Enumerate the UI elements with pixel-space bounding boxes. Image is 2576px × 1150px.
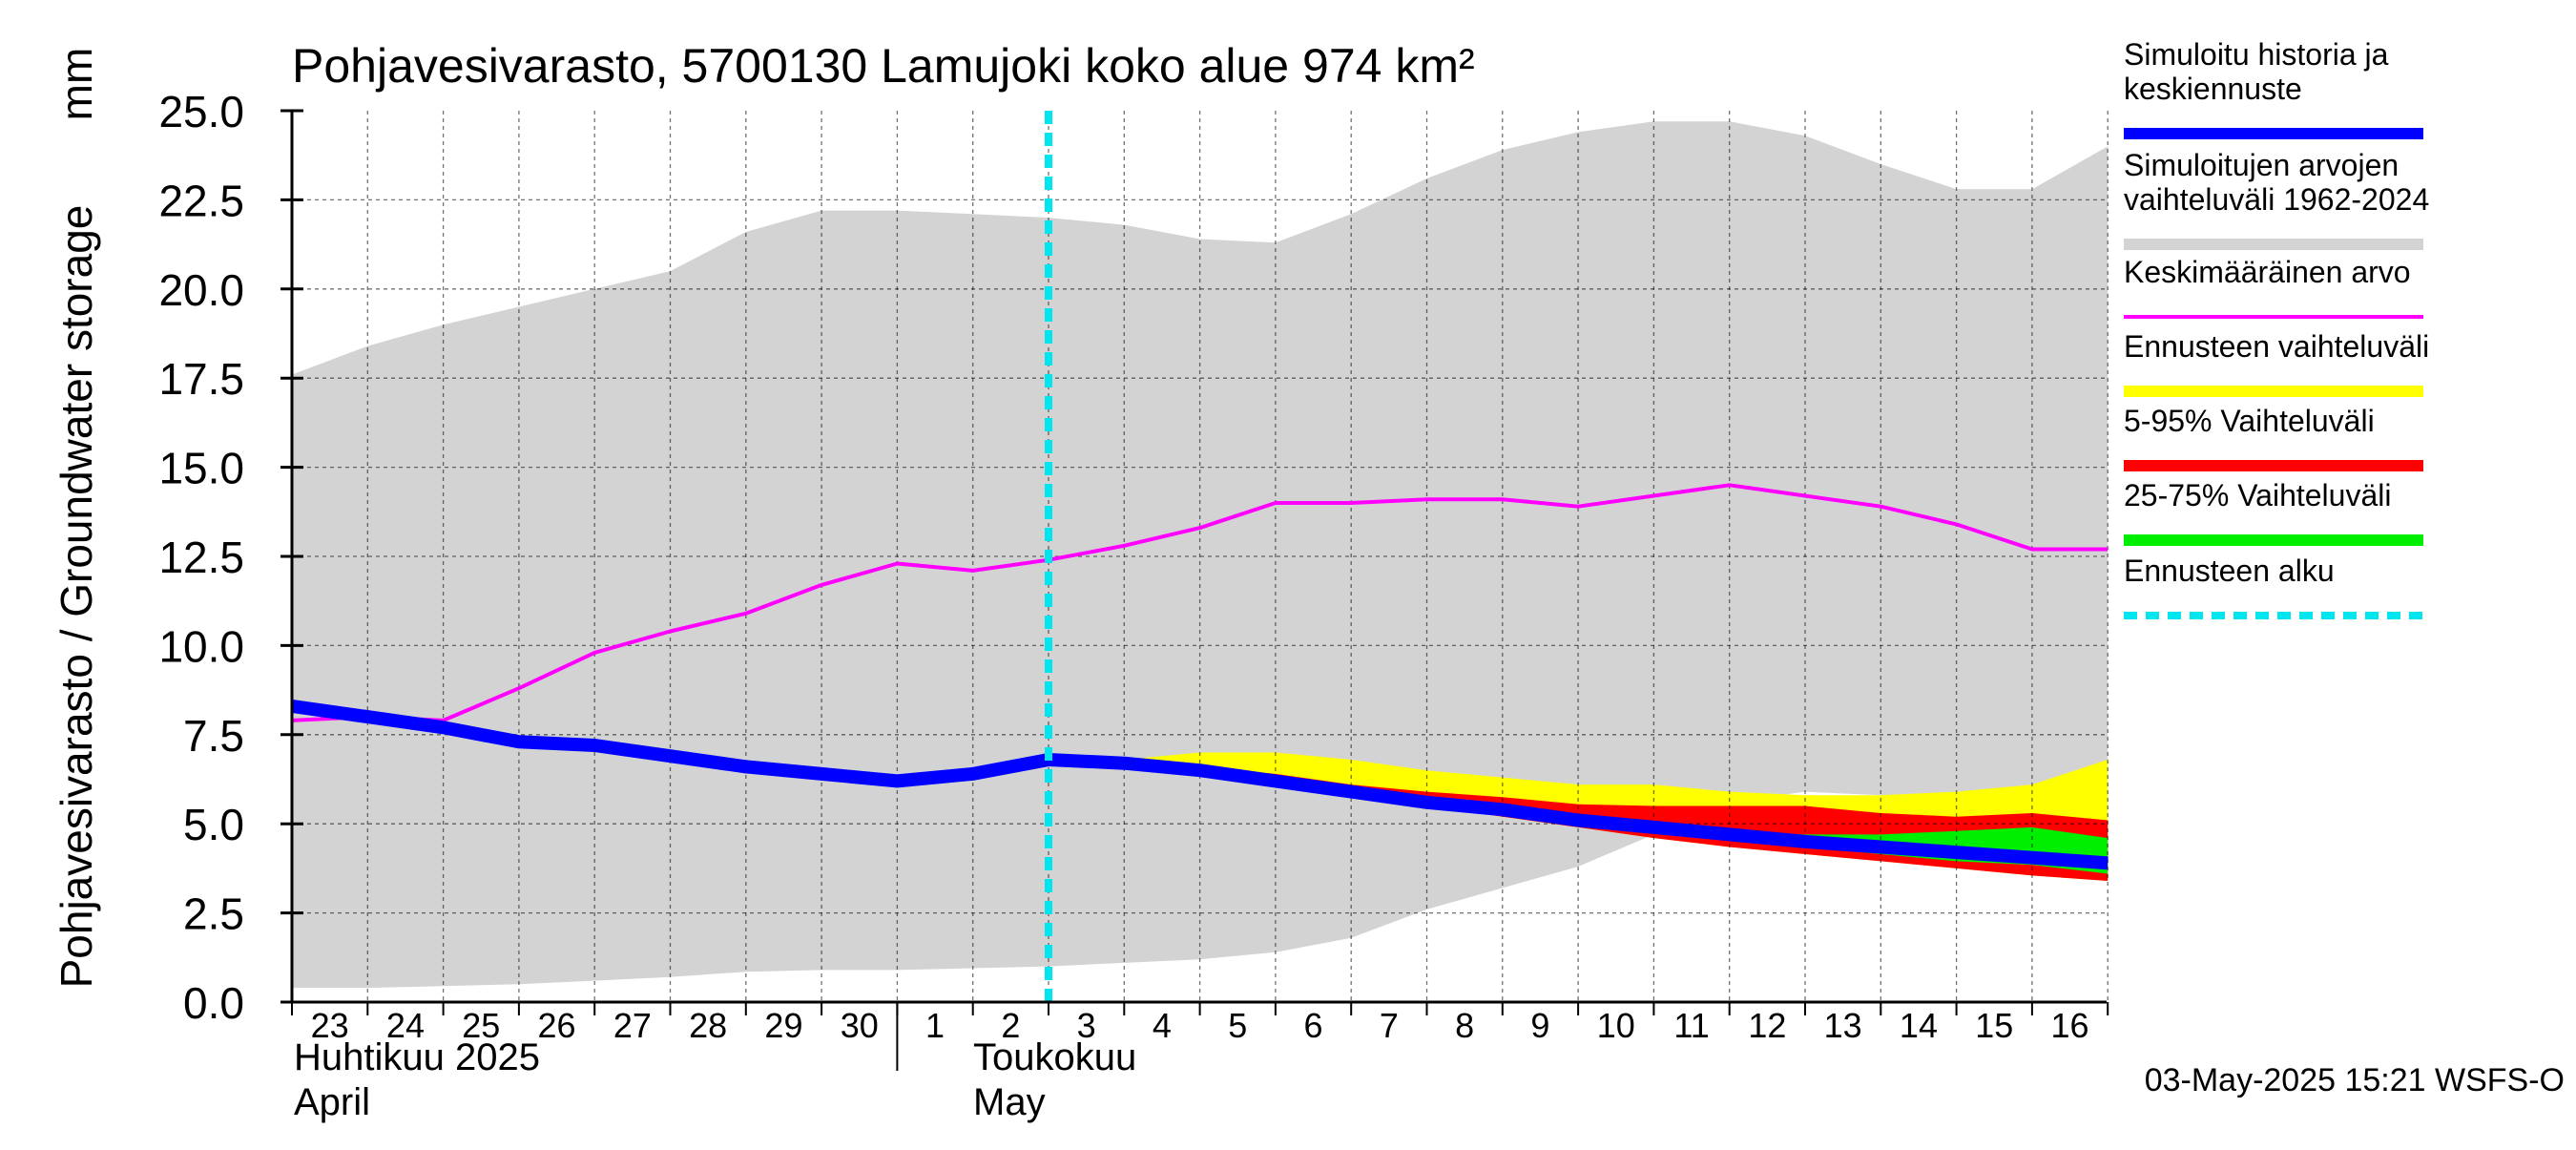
x-tick-label-18: 11 [1673,1006,1709,1045]
legend-label-3-0: Ennusteen vaihteluväli [2124,329,2429,364]
x-tick-label-6: 29 [764,1006,802,1045]
chart-title: Pohjavesivarasto, 5700130 Lamujoki koko … [292,39,1475,93]
footer-timestamp: 03-May-2025 15:21 WSFS-O [2145,1062,2565,1098]
axes [280,109,2109,1071]
y-tick-label-6: 15.0 [158,444,244,493]
series-line-0 [291,483,2109,722]
y-tick-label-4: 10.0 [158,621,244,671]
x-tick-label-20: 13 [1824,1006,1862,1045]
y-tick-label-0: 0.0 [183,978,244,1028]
x-tick-label-2: 25 [462,1006,500,1045]
legend-label-1-1: vaihteluväli 1962-2024 [2124,182,2429,217]
x-tick-label-4: 27 [613,1006,652,1045]
x-tick-label-15: 8 [1455,1006,1474,1045]
legend-label-2-0: Keskimääräinen arvo [2124,255,2411,289]
y-tick-label-1: 2.5 [183,889,244,939]
series-lines [291,111,2109,1002]
x-tick-label-17: 10 [1597,1006,1635,1045]
legend-label-0-1: keskiennuste [2124,72,2302,106]
legend-label-6-0: Ennusteen alku [2124,554,2335,588]
y-axis-label: Pohjavesivarasto / Groundwater storage [52,205,101,989]
x-tick-label-10: 3 [1077,1006,1096,1045]
x-tick-label-3: 26 [538,1006,576,1045]
grid-lines [292,111,2109,1002]
x-tick-label-14: 7 [1380,1006,1399,1045]
x-tick-label-22: 15 [1975,1006,2013,1045]
y-tick-label-5: 12.5 [158,533,244,582]
x-tick-label-23: 16 [2051,1006,2089,1045]
month-label-en-april: April [294,1081,370,1123]
x-tick-label-13: 6 [1304,1006,1323,1045]
x-tick-label-12: 5 [1228,1006,1247,1045]
y-axis-unit: mm [52,48,101,121]
month-label-en-may: May [973,1081,1046,1123]
y-tick-label-8: 20.0 [158,265,244,315]
x-tick-label-16: 9 [1530,1006,1549,1045]
legend-label-0-0: Simuloitu historia ja [2124,37,2389,72]
month-label-fi-april: Huhtikuu 2025 [294,1036,540,1078]
x-tick-label-21: 14 [1900,1006,1938,1045]
y-tick-label-7: 17.5 [158,354,244,404]
x-tick-label-5: 28 [689,1006,727,1045]
x-tick-label-19: 12 [1748,1006,1786,1045]
series-line-1 [291,699,2109,870]
chart-text: Pohjavesivarasto, 5700130 Lamujoki koko … [52,39,2565,1123]
y-tick-label-9: 22.5 [158,176,244,225]
y-tick-label-2: 5.0 [183,800,244,849]
legend-label-5-0: 25-75% Vaihteluväli [2124,478,2391,512]
x-tick-label-8: 1 [925,1006,945,1045]
y-tick-label-10: 25.0 [158,87,244,136]
x-tick-label-1: 24 [386,1006,425,1045]
x-tick-label-11: 4 [1153,1006,1172,1045]
x-tick-label-9: 2 [1001,1006,1020,1045]
x-tick-label-0: 23 [311,1006,349,1045]
y-tick-labels: 0.0 2.5 5.0 7.5 10.0 12.5 15.0 17.5 20.0 22.5 25.0 [158,87,244,1028]
legend-label-1-0: Simuloitujen arvojen [2124,148,2399,182]
month-label-fi-may: Toukokuu [973,1036,1136,1078]
x-tick-labels: 23 24 25 26 27 28 29 30 1 2 3 4 5 6 7 8 9 10 11 12 13 14 15 16 [311,1006,2089,1045]
x-tick-label-7: 30 [841,1006,879,1045]
legend-label-4-0: 5-95% Vaihteluväli [2124,404,2375,438]
y-tick-label-3: 7.5 [183,711,244,761]
